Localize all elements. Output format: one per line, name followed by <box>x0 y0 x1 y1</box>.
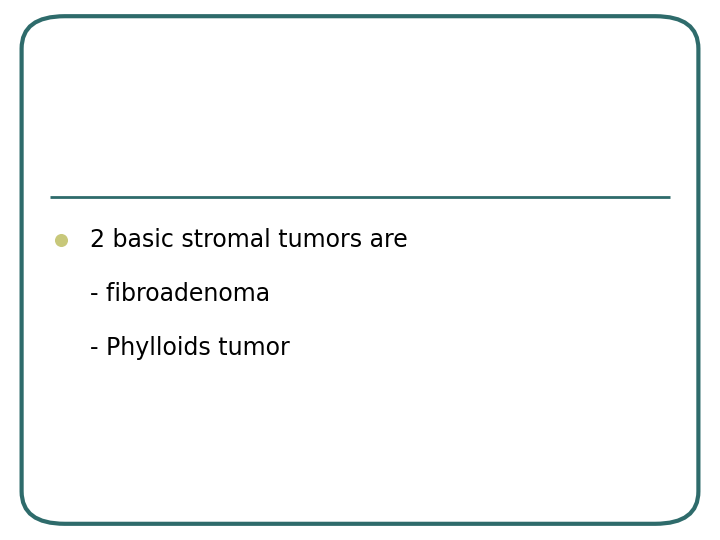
Text: 2 basic stromal tumors are: 2 basic stromal tumors are <box>90 228 408 252</box>
FancyBboxPatch shape <box>22 16 698 524</box>
Text: - Phylloids tumor: - Phylloids tumor <box>90 336 289 360</box>
Point <box>55 236 67 245</box>
Text: - fibroadenoma: - fibroadenoma <box>90 282 270 306</box>
